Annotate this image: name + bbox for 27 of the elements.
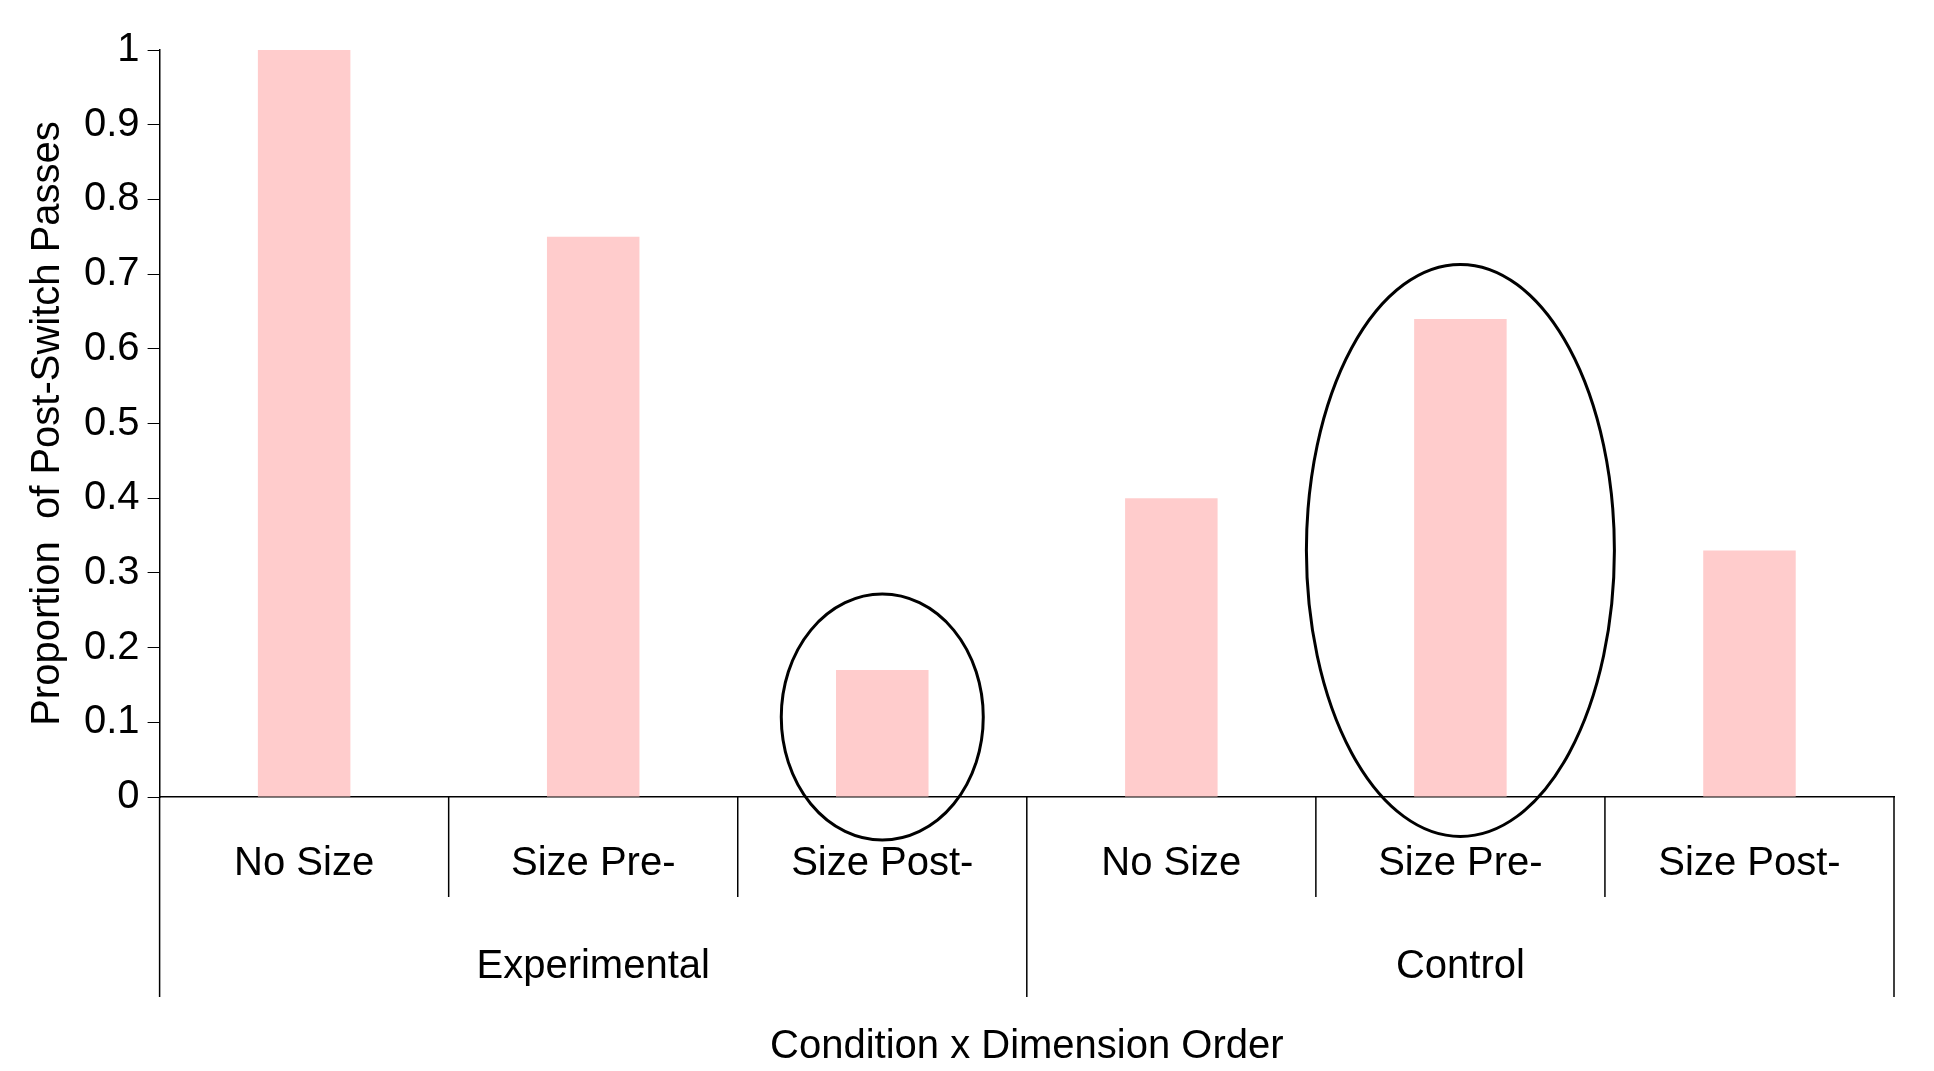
y-tick-label: 0.1 bbox=[84, 697, 140, 742]
y-tick-label: 0.3 bbox=[84, 547, 140, 592]
y-tick-label: 0.2 bbox=[84, 622, 140, 667]
y-tick-label: 0.6 bbox=[84, 323, 140, 368]
bar bbox=[546, 236, 640, 797]
y-axis-title: Proportion of Post-Switch Passes bbox=[23, 121, 68, 726]
y-tick-label: 0.4 bbox=[84, 473, 140, 518]
x-axis-title: Condition x Dimension Order bbox=[770, 1022, 1284, 1067]
bar bbox=[1414, 318, 1507, 797]
y-tick-label: 0.9 bbox=[84, 99, 140, 144]
x-tick-label: Size Pre- bbox=[1378, 839, 1543, 884]
y-tick-label: 0 bbox=[117, 772, 140, 817]
text: Control bbox=[1395, 942, 1525, 987]
bar bbox=[1125, 498, 1218, 797]
bar bbox=[1703, 550, 1796, 797]
bar bbox=[257, 50, 351, 797]
text: Experimental bbox=[476, 942, 710, 987]
y-tick-label: 0.5 bbox=[84, 398, 140, 443]
y-tick-label: 0.8 bbox=[84, 174, 140, 219]
x-tick-label: No Size bbox=[234, 839, 375, 884]
y-tick-label: 1 bbox=[117, 25, 140, 70]
x-tick-label: Size Pre- bbox=[510, 839, 676, 884]
bar bbox=[836, 670, 929, 797]
x-tick-label: No Size bbox=[1101, 839, 1242, 884]
y-tick-label: 0.7 bbox=[84, 249, 140, 294]
x-tick-label: Size Post- bbox=[1658, 839, 1841, 884]
x-tick-label: Size Post- bbox=[791, 839, 974, 884]
